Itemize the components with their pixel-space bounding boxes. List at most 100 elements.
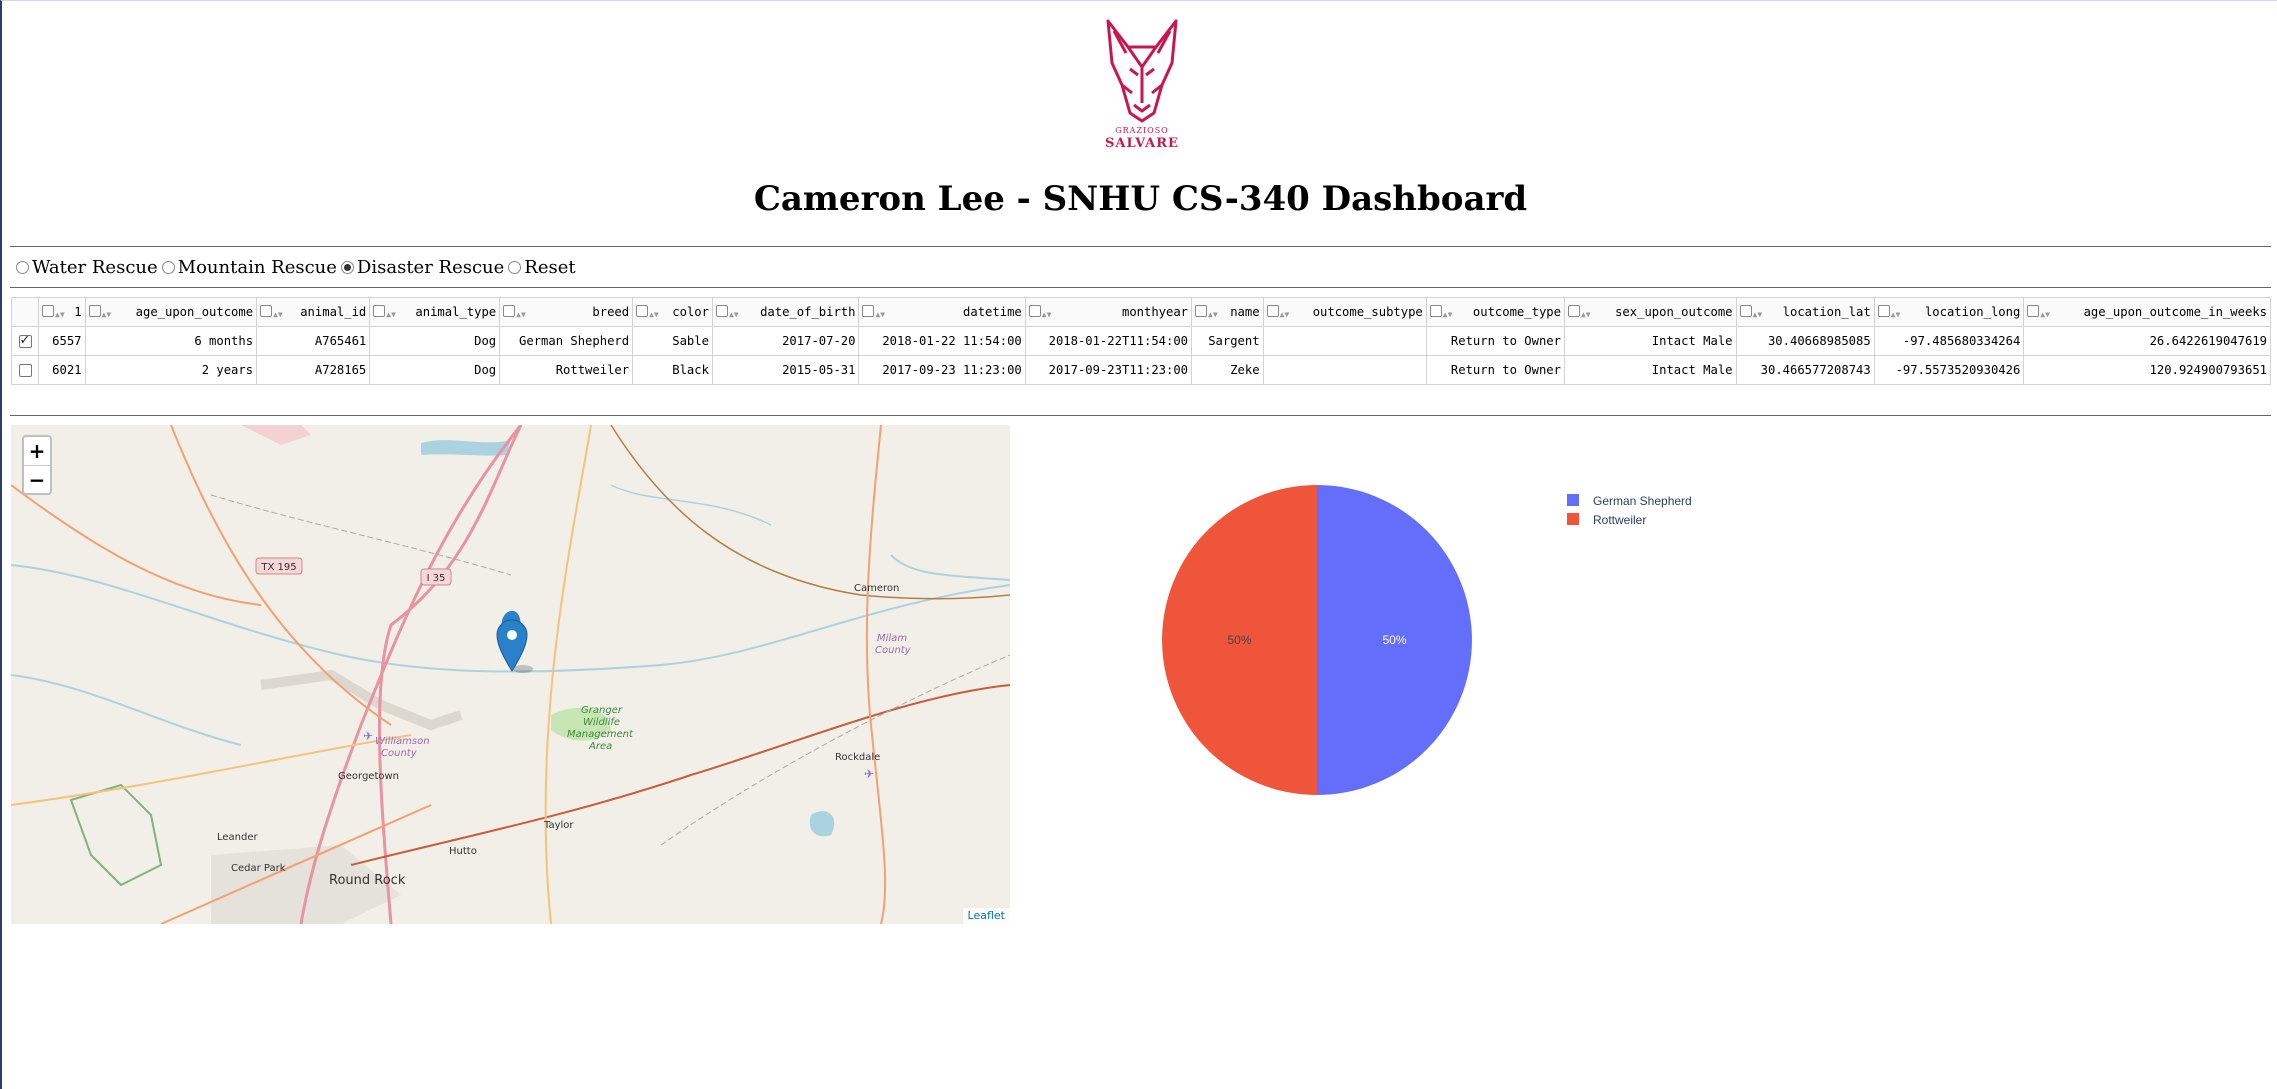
column-select-checkbox[interactable] xyxy=(373,304,386,317)
sort-icon[interactable]: ▲▼ xyxy=(55,309,65,319)
table-cell[interactable]: Return to Owner xyxy=(1425,355,1565,385)
radio-circle[interactable] xyxy=(161,261,175,274)
radio-mountain-rescue[interactable]: Mountain Rescue xyxy=(161,257,337,278)
sort-icon[interactable]: ▲▼ xyxy=(516,309,526,319)
table-cell[interactable]: 2 years xyxy=(84,355,258,385)
map-attribution-link[interactable]: Leaflet xyxy=(962,908,1010,924)
column-select-checkbox[interactable] xyxy=(636,304,649,317)
sort-icon[interactable]: ▲▼ xyxy=(273,309,283,319)
column-select-checkbox[interactable] xyxy=(862,304,875,317)
table-cell[interactable]: Dog xyxy=(369,355,501,385)
row-select-cell[interactable] xyxy=(11,355,39,385)
column-header-label: monthyear xyxy=(1121,305,1189,319)
grazioso-logo: GRAZIOSO SALVARE xyxy=(1092,13,1192,153)
table-cell[interactable]: 2018-01-22T11:54:00 xyxy=(1024,326,1193,356)
sort-icon[interactable]: ▲▼ xyxy=(1041,309,1052,319)
pie-slice[interactable] xyxy=(1317,485,1472,795)
table-row[interactable]: 6557 6 months A765461 Dog German Shepher… xyxy=(11,326,2271,356)
column-select-checkbox[interactable] xyxy=(1195,304,1208,317)
sort-icon[interactable]: ▲▼ xyxy=(649,309,659,319)
column-select-checkbox[interactable] xyxy=(1028,304,1041,317)
column-select-checkbox[interactable] xyxy=(88,304,101,317)
table-cell[interactable]: Dog xyxy=(369,326,501,356)
table-cell[interactable]: Sargent xyxy=(1191,326,1264,356)
table-cell[interactable]: A728165 xyxy=(256,355,371,385)
table-cell[interactable]: 2017-09-23T11:23:00 xyxy=(1024,355,1193,385)
sort-icon[interactable]: ▲▼ xyxy=(1890,309,1901,319)
column-select-checkbox[interactable] xyxy=(260,304,273,317)
table-cell[interactable]: 6557 xyxy=(38,326,86,356)
column-header-label: breed xyxy=(592,305,630,319)
sort-icon[interactable]: ▲▼ xyxy=(1580,309,1591,319)
table-cell[interactable]: 120.924900793651 xyxy=(2023,355,2271,385)
legend-item-label[interactable]: German Shepherd xyxy=(1593,494,1692,508)
table-cell[interactable]: 6 months xyxy=(84,326,258,356)
column-header: ▲▼ age_upon_outcome xyxy=(84,297,258,327)
column-select-checkbox[interactable] xyxy=(1877,304,1890,317)
table-cell[interactable] xyxy=(1262,355,1427,385)
breed-pie-chart[interactable]: 50% 50% German Shepherd Rottweiler xyxy=(1152,471,1752,811)
table-cell[interactable]: 2017-07-20 xyxy=(711,326,860,356)
airport-icon: ✈ xyxy=(363,729,373,743)
radio-circle[interactable] xyxy=(508,261,522,274)
table-cell[interactable]: -97.485680334264 xyxy=(1873,326,2025,356)
map-pin-icon[interactable] xyxy=(496,610,533,673)
table-cell[interactable]: 6021 xyxy=(38,355,86,385)
sort-icon[interactable]: ▲▼ xyxy=(2040,309,2050,319)
table-cell[interactable]: German Shepherd xyxy=(499,326,634,356)
table-cell[interactable]: Return to Owner xyxy=(1425,326,1565,356)
zoom-out-button[interactable]: − xyxy=(28,468,46,492)
legend-item-label[interactable]: Rottweiler xyxy=(1593,513,1646,527)
zoom-in-button[interactable]: + xyxy=(24,437,50,466)
column-select-checkbox[interactable] xyxy=(1567,304,1580,317)
table-cell[interactable]: Intact Male xyxy=(1563,326,1737,356)
table-cell[interactable]: Black xyxy=(632,355,713,385)
table-cell[interactable]: Rottweiler xyxy=(499,355,634,385)
map[interactable]: TX 195 I 35 Cameron Milam County Granger… xyxy=(11,425,1010,924)
table-cell[interactable]: 30.466577208743 xyxy=(1735,355,1875,385)
table-row[interactable]: 6021 2 years A728165 Dog Rottweiler Blac… xyxy=(11,355,2271,385)
legend-swatch[interactable] xyxy=(1567,494,1579,506)
radio-circle[interactable] xyxy=(340,261,354,274)
column-select-checkbox[interactable] xyxy=(1739,304,1752,317)
column-select-checkbox[interactable] xyxy=(715,304,728,317)
column-select-checkbox[interactable] xyxy=(503,304,516,317)
pie-slice[interactable] xyxy=(1162,485,1317,795)
legend-swatch[interactable] xyxy=(1567,513,1579,525)
sort-icon[interactable]: ▲▼ xyxy=(386,309,396,319)
table-cell[interactable]: A765461 xyxy=(256,326,371,356)
table-cell[interactable]: 2018-01-22 11:54:00 xyxy=(858,326,1026,356)
sort-icon[interactable]: ▲▼ xyxy=(1442,309,1453,319)
table-cell[interactable]: Intact Male xyxy=(1563,355,1737,385)
column-header-label: location_long xyxy=(1924,305,2021,319)
row-checkbox[interactable] xyxy=(18,364,32,377)
sort-icon[interactable]: ▲▼ xyxy=(1752,309,1763,319)
column-select-checkbox[interactable] xyxy=(2027,304,2040,317)
table-cell[interactable] xyxy=(1262,326,1427,356)
table-cell[interactable]: 2017-09-23 11:23:00 xyxy=(858,355,1026,385)
sort-icon[interactable]: ▲▼ xyxy=(1279,309,1290,319)
sort-icon[interactable]: ▲▼ xyxy=(728,309,739,319)
row-checkbox[interactable] xyxy=(18,333,32,348)
radio-circle[interactable] xyxy=(16,261,29,274)
table-cell[interactable]: -97.5573520930426 xyxy=(1873,355,2025,385)
radio-water-rescue[interactable]: Water Rescue xyxy=(16,257,158,278)
column-select-checkbox[interactable] xyxy=(1429,304,1442,317)
sort-icon[interactable]: ▲▼ xyxy=(1208,309,1218,319)
row-select-cell[interactable] xyxy=(11,326,39,356)
table-cell[interactable]: Zeke xyxy=(1191,355,1264,385)
pie-chart-svg[interactable]: 50% 50% German Shepherd Rottweiler xyxy=(1152,471,1752,811)
radio-disaster-rescue[interactable]: Disaster Rescue xyxy=(340,257,504,278)
column-header-label: location_lat xyxy=(1782,305,1871,319)
column-select-checkbox[interactable] xyxy=(1266,304,1279,317)
sort-icon[interactable]: ▲▼ xyxy=(875,309,886,319)
radio-reset[interactable]: Reset xyxy=(508,257,576,278)
table-cell[interactable]: Sable xyxy=(632,326,713,356)
table-cell[interactable]: 30.40668985085 xyxy=(1735,326,1875,356)
map-tiles[interactable]: TX 195 I 35 Cameron Milam County Granger… xyxy=(11,425,1010,924)
table-cell[interactable]: 26.6422619047619 xyxy=(2023,326,2271,356)
column-header-label: age_upon_outcome xyxy=(135,305,254,319)
sort-icon[interactable]: ▲▼ xyxy=(101,309,112,319)
table-cell[interactable]: 2015-05-31 xyxy=(711,355,860,385)
column-select-checkbox[interactable] xyxy=(42,304,54,317)
